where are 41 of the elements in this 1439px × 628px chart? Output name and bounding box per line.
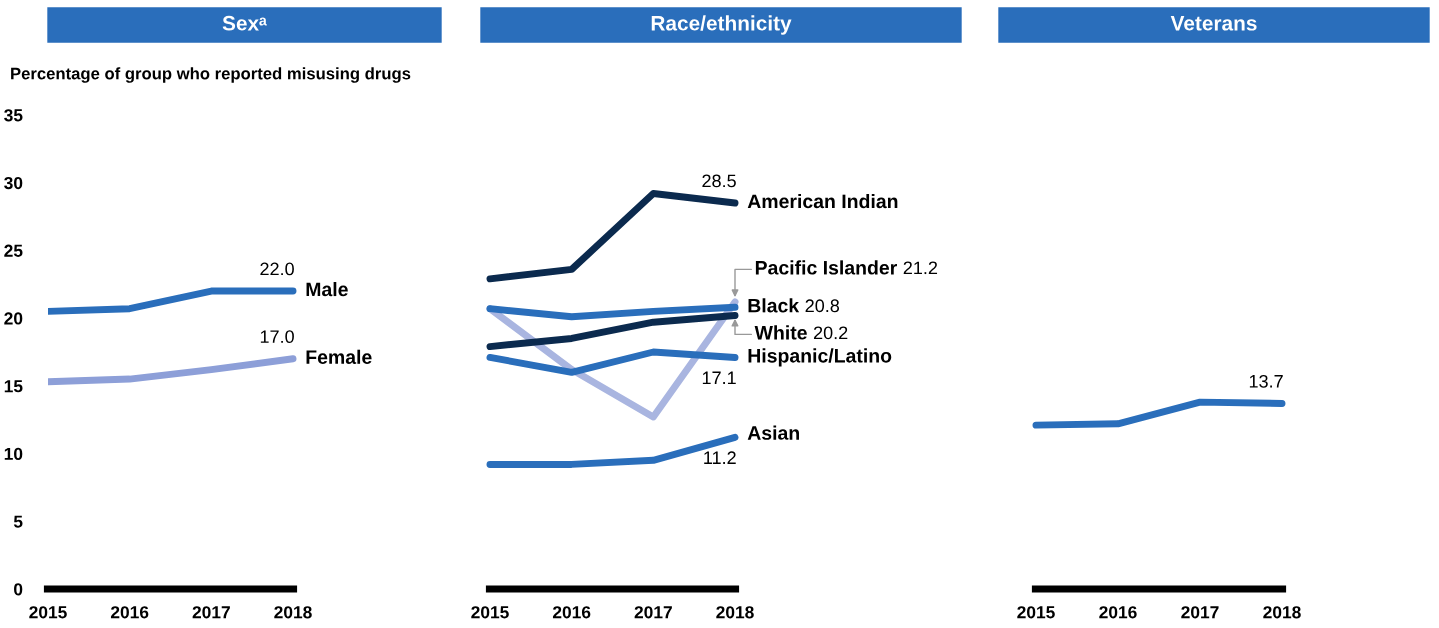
y-tick-label: 35 bbox=[4, 109, 23, 122]
series-label: Hispanic/Latino bbox=[748, 348, 892, 367]
chart-title: Race/ethnicity bbox=[651, 15, 792, 35]
y-tick-label: 30 bbox=[4, 176, 23, 190]
text: 21.2 bbox=[903, 261, 938, 275]
chart-title: Veterans bbox=[1170, 16, 1257, 31]
series-label: Black bbox=[748, 298, 800, 313]
data-label: 22.0 bbox=[260, 262, 294, 276]
y-tick-label: 20 bbox=[4, 312, 23, 325]
text: 20.8 bbox=[805, 299, 840, 313]
x-tick-label: 2015 bbox=[471, 606, 509, 619]
x-tick-label: 2017 bbox=[192, 606, 230, 619]
x-tick-label: 2017 bbox=[634, 606, 672, 619]
data-label: 28.5 bbox=[702, 174, 736, 188]
x-tick-label: 2015 bbox=[1017, 606, 1055, 619]
x-tick-label: 2016 bbox=[1099, 606, 1137, 619]
x-tick-label: 2016 bbox=[110, 606, 149, 619]
x-tick-label: 2018 bbox=[1263, 606, 1301, 619]
x-tick-label: 2018 bbox=[274, 606, 312, 619]
chart-title: Sexᵃ bbox=[222, 15, 267, 31]
series-label: Pacific Islander bbox=[755, 260, 897, 275]
x-tick-label: 2015 bbox=[29, 606, 67, 619]
y-tick-label: 15 bbox=[4, 380, 23, 393]
data-label: 11.2 bbox=[704, 451, 736, 464]
x-tick-label: 2016 bbox=[552, 606, 591, 619]
x-tick-label: 2018 bbox=[716, 606, 754, 619]
y-tick-label: 25 bbox=[4, 244, 23, 257]
text: 20.2 bbox=[813, 326, 848, 340]
y-axis-title: Percentage of group who reported misusing drugs bbox=[11, 67, 411, 83]
data-label: 17.0 bbox=[260, 330, 294, 344]
data-label: 13.7 bbox=[1249, 374, 1283, 388]
series-label: Asian bbox=[747, 425, 799, 440]
series-label: Male bbox=[306, 281, 348, 297]
data-label: 17.1 bbox=[702, 371, 736, 385]
y-tick-label: 0 bbox=[14, 583, 23, 596]
series-label: White bbox=[754, 325, 807, 340]
series-label: Female bbox=[306, 349, 372, 364]
x-tick-label: 2017 bbox=[1181, 606, 1219, 619]
y-tick-label: 10 bbox=[4, 447, 23, 461]
y-tick-label: 5 bbox=[13, 515, 23, 528]
series-label: American Indian bbox=[747, 193, 898, 209]
